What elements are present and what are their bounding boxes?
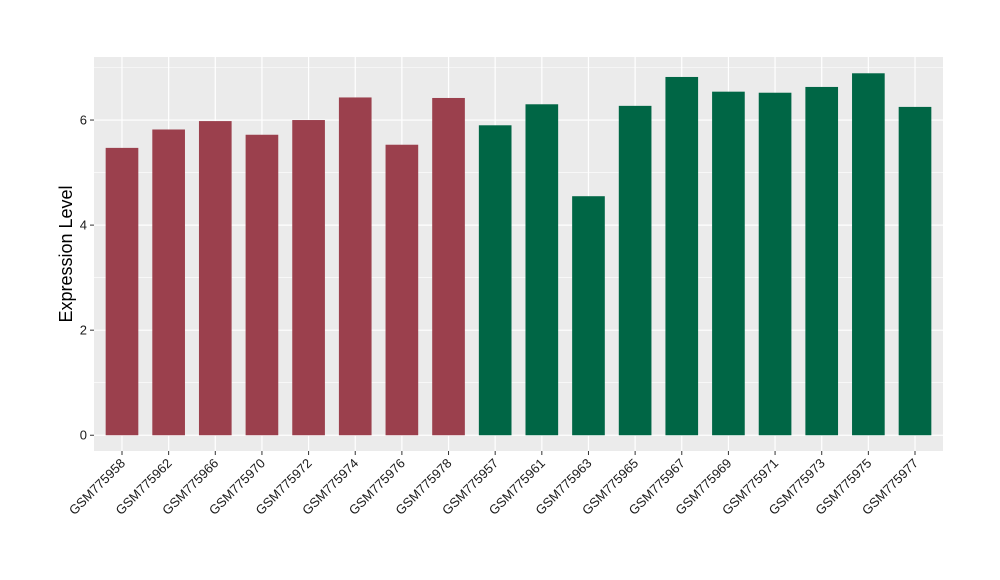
bar-GSM775974	[338, 97, 372, 436]
y-axis-title: Expression Level	[56, 185, 76, 322]
y-tick-label: 2	[80, 323, 87, 338]
y-tick-label: 0	[80, 428, 87, 443]
bar-GSM775969	[712, 91, 745, 436]
y-tick-label: 6	[80, 113, 87, 128]
plot-panel	[94, 57, 943, 451]
y-axis: 0 2 4 6	[80, 113, 94, 443]
bar-GSM775958	[105, 147, 139, 436]
bars	[105, 73, 932, 436]
bar-GSM775970	[245, 134, 279, 436]
bar-GSM775973	[805, 86, 839, 436]
bar-GSM775976	[385, 144, 419, 436]
bar-GSM775977	[898, 106, 932, 436]
bar-GSM775962	[152, 129, 185, 436]
bar-GSM775965	[618, 105, 652, 436]
bar-GSM775966	[198, 121, 232, 436]
bar-GSM775967	[665, 76, 699, 436]
bar-GSM775963	[572, 196, 605, 436]
bar-GSM775971	[758, 92, 792, 436]
bar-GSM775975	[852, 73, 885, 436]
bar-GSM775972	[292, 120, 325, 436]
bar-GSM775957	[478, 125, 512, 436]
x-axis: GSM775958GSM775962GSM775966GSM775970GSM7…	[66, 451, 921, 518]
bar-GSM775961	[525, 104, 559, 436]
bar-GSM775978	[432, 97, 465, 436]
y-tick-label: 4	[80, 218, 87, 233]
